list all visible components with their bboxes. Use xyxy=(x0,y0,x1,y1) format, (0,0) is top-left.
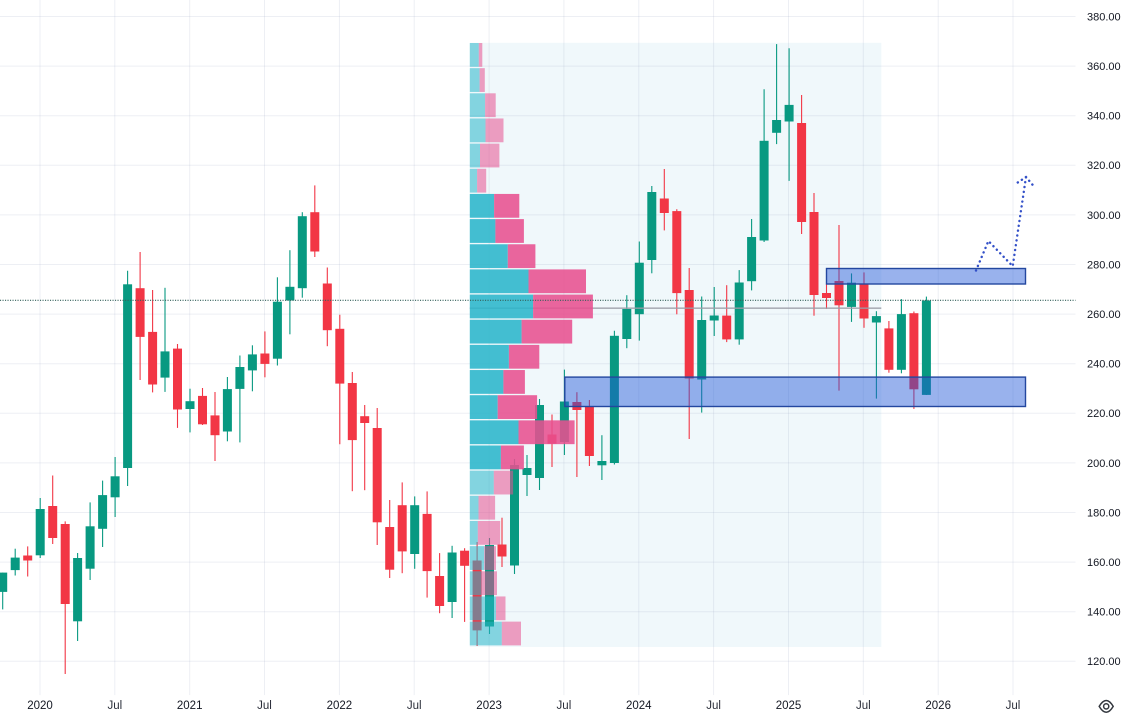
svg-text:Jul: Jul xyxy=(706,700,721,712)
svg-text:2026: 2026 xyxy=(925,700,951,712)
svg-text:320.00: 320.00 xyxy=(1087,160,1121,172)
svg-text:2025: 2025 xyxy=(776,700,802,712)
svg-text:Jul: Jul xyxy=(1006,700,1021,712)
svg-text:140.00: 140.00 xyxy=(1087,607,1121,619)
svg-text:2023: 2023 xyxy=(476,700,502,712)
svg-text:200.00: 200.00 xyxy=(1087,458,1121,470)
svg-text:340.00: 340.00 xyxy=(1087,111,1121,123)
svg-text:2022: 2022 xyxy=(327,700,353,712)
svg-text:160.00: 160.00 xyxy=(1087,557,1121,569)
svg-text:380.00: 380.00 xyxy=(1087,11,1121,23)
svg-text:300.00: 300.00 xyxy=(1087,210,1121,222)
svg-text:180.00: 180.00 xyxy=(1087,507,1121,519)
svg-text:240.00: 240.00 xyxy=(1087,359,1121,371)
svg-text:120.00: 120.00 xyxy=(1087,656,1121,668)
svg-text:Jul: Jul xyxy=(257,700,272,712)
svg-text:280.00: 280.00 xyxy=(1087,259,1121,271)
svg-text:220.00: 220.00 xyxy=(1087,408,1121,420)
svg-text:2020: 2020 xyxy=(27,700,53,712)
svg-text:Jul: Jul xyxy=(107,700,122,712)
svg-text:Jul: Jul xyxy=(856,700,871,712)
svg-text:260.00: 260.00 xyxy=(1087,309,1121,321)
svg-text:2024: 2024 xyxy=(626,700,652,712)
svg-text:Jul: Jul xyxy=(407,700,422,712)
svg-text:360.00: 360.00 xyxy=(1087,61,1121,73)
svg-text:Jul: Jul xyxy=(557,700,572,712)
svg-text:2021: 2021 xyxy=(177,700,203,712)
